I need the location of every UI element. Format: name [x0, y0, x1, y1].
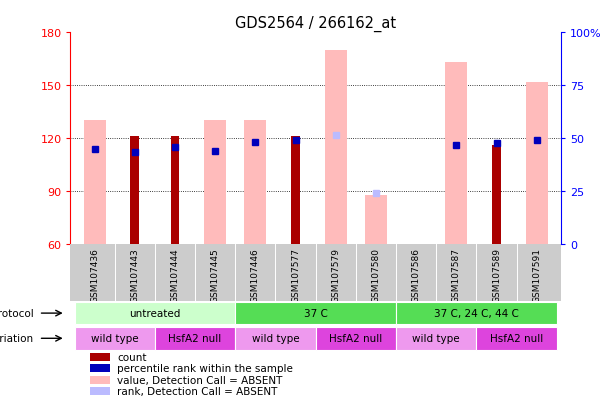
Text: GSM107587: GSM107587 [452, 247, 461, 302]
Bar [365, 195, 387, 244]
Text: value, Detection Call = ABSENT: value, Detection Call = ABSENT [117, 375, 283, 385]
Text: HsfA2 null: HsfA2 null [490, 333, 543, 344]
Text: rank, Detection Call = ABSENT: rank, Detection Call = ABSENT [117, 386, 278, 396]
Text: GSM107436: GSM107436 [90, 247, 99, 302]
Bar [155, 327, 235, 350]
Bar [291, 137, 300, 244]
Bar [204, 121, 226, 244]
Bar [90, 353, 110, 361]
Text: GSM107446: GSM107446 [251, 247, 260, 302]
Text: GSM107443: GSM107443 [131, 247, 139, 302]
Text: GSM107577: GSM107577 [291, 247, 300, 302]
Text: protocol: protocol [0, 309, 34, 318]
Bar [90, 376, 110, 384]
Bar [396, 302, 557, 325]
Text: count: count [117, 352, 147, 362]
Text: GSM107445: GSM107445 [211, 247, 219, 302]
Title: GDS2564 / 266162_at: GDS2564 / 266162_at [235, 16, 396, 32]
Text: wild type: wild type [91, 333, 139, 344]
Bar [75, 327, 155, 350]
Bar [476, 327, 557, 350]
Bar [245, 121, 267, 244]
Text: GSM107579: GSM107579 [331, 247, 340, 302]
Bar [325, 51, 347, 244]
Bar [90, 387, 110, 395]
Bar [83, 121, 105, 244]
Text: genotype/variation: genotype/variation [0, 333, 34, 344]
Bar [396, 327, 476, 350]
Text: GSM107580: GSM107580 [371, 247, 381, 302]
Bar [170, 137, 180, 244]
Text: GSM107589: GSM107589 [492, 247, 501, 302]
Bar [90, 364, 110, 373]
Text: wild type: wild type [413, 333, 460, 344]
Bar [445, 63, 468, 244]
Text: wild type: wild type [252, 333, 299, 344]
Bar [131, 137, 139, 244]
Bar [235, 302, 396, 325]
Bar [75, 302, 235, 325]
Text: HsfA2 null: HsfA2 null [329, 333, 383, 344]
Bar [526, 83, 548, 244]
Text: percentile rank within the sample: percentile rank within the sample [117, 363, 293, 373]
Bar [316, 327, 396, 350]
Text: 37 C, 24 C, 44 C: 37 C, 24 C, 44 C [434, 309, 519, 318]
Text: GSM107586: GSM107586 [412, 247, 421, 302]
Text: HsfA2 null: HsfA2 null [169, 333, 222, 344]
Text: untreated: untreated [129, 309, 181, 318]
Bar [492, 146, 501, 244]
Text: 37 C: 37 C [304, 309, 327, 318]
Text: GSM107591: GSM107591 [532, 247, 541, 302]
Text: GSM107444: GSM107444 [170, 247, 180, 302]
Bar [235, 327, 316, 350]
